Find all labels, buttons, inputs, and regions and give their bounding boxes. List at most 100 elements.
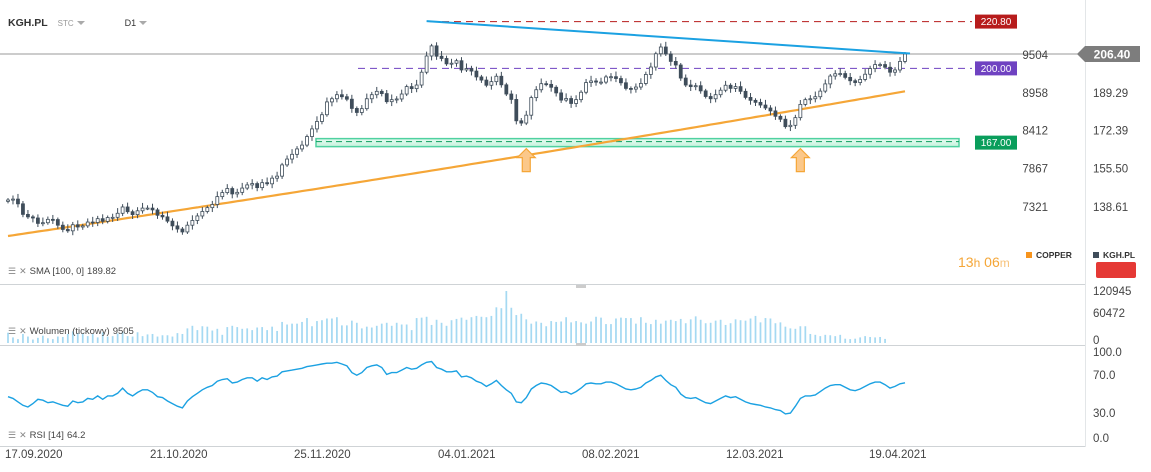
rsi-line xyxy=(7,360,906,415)
candle xyxy=(683,74,688,88)
candle xyxy=(140,202,145,214)
up-arrow-icon xyxy=(789,147,811,173)
volume-bar xyxy=(151,333,154,343)
candle-body xyxy=(36,217,40,224)
pane-resize-handle[interactable] xyxy=(576,343,586,346)
candle-body xyxy=(349,98,354,109)
volume-bar xyxy=(400,324,403,343)
candle xyxy=(105,215,110,224)
candle-body xyxy=(434,45,439,57)
candle-body xyxy=(344,96,349,100)
candle-body xyxy=(245,184,250,189)
candle-body xyxy=(698,85,703,92)
market-selector[interactable]: STC xyxy=(58,18,85,29)
interval-selector[interactable]: D1 xyxy=(125,18,148,29)
volume-bar xyxy=(465,319,468,343)
candle-body xyxy=(564,98,569,101)
volume-bar xyxy=(76,333,79,343)
candle xyxy=(195,213,200,225)
candle xyxy=(16,193,20,208)
candle xyxy=(678,62,683,81)
candle xyxy=(310,125,314,141)
close-icon[interactable]: ✕ xyxy=(19,430,27,440)
candle-body xyxy=(40,222,45,225)
volume-bar xyxy=(276,330,278,343)
candle-body xyxy=(589,80,593,83)
volume-bar xyxy=(301,321,303,343)
candle-body xyxy=(898,61,902,71)
volume-bar xyxy=(620,317,622,343)
pane-dividers xyxy=(0,0,1086,447)
candle xyxy=(369,91,374,104)
volume-bar xyxy=(166,335,169,343)
pane-resize-handle[interactable] xyxy=(576,285,586,288)
volume-y-tick: 0 xyxy=(1093,335,1099,347)
candle xyxy=(883,60,887,70)
candle xyxy=(574,95,578,108)
volume-bar xyxy=(520,313,523,343)
candle-body xyxy=(648,66,653,75)
candle xyxy=(619,75,623,86)
candle xyxy=(479,74,484,83)
candle xyxy=(95,215,100,227)
candle xyxy=(634,83,638,93)
kgh-color-swatch[interactable] xyxy=(1096,262,1136,278)
candle xyxy=(594,78,598,86)
candle-body xyxy=(863,73,868,80)
volume-bar xyxy=(854,338,857,343)
candle-body xyxy=(55,219,60,226)
volume-bar xyxy=(605,324,607,343)
symbol-name[interactable]: KGH.PL xyxy=(8,17,48,29)
volume-bar xyxy=(7,332,9,343)
candle-body xyxy=(205,207,210,212)
legend-copper[interactable]: COPPER xyxy=(1026,250,1072,260)
candle xyxy=(190,215,195,230)
volume-bar xyxy=(395,322,398,343)
candle-body xyxy=(290,153,294,160)
candle-body xyxy=(803,99,808,105)
volume-bar xyxy=(779,322,782,343)
candle xyxy=(36,214,40,227)
candle-body xyxy=(569,98,574,104)
candle xyxy=(55,217,60,229)
close-icon[interactable]: ✕ xyxy=(19,266,27,276)
volume-bar xyxy=(814,334,817,343)
candle-body xyxy=(235,191,240,195)
candle-body xyxy=(165,216,170,222)
menu-icon[interactable]: ☰ xyxy=(8,266,17,276)
volume-bar xyxy=(111,336,114,343)
volume-bar xyxy=(291,323,293,343)
volume-bar xyxy=(635,323,637,343)
candle-body xyxy=(125,206,130,213)
x-tick-label: 12.03.2021 xyxy=(726,449,784,461)
candle xyxy=(768,105,773,116)
candle-body xyxy=(778,115,783,120)
candle-body xyxy=(688,84,693,88)
candle-body xyxy=(260,182,265,189)
menu-icon[interactable]: ☰ xyxy=(8,430,17,440)
y-tick-left: 8412 xyxy=(1022,126,1048,138)
candle-body xyxy=(170,220,175,227)
volume-bar xyxy=(490,315,493,343)
candle xyxy=(858,75,863,86)
candle-body xyxy=(325,101,329,116)
close-icon[interactable]: ✕ xyxy=(19,326,27,336)
volume-bar xyxy=(256,327,259,343)
volume-bar xyxy=(659,323,662,343)
candle-body xyxy=(315,121,319,130)
legend-swatch xyxy=(1026,252,1032,258)
level-200-tag-bg xyxy=(975,61,1017,76)
volume-bar xyxy=(535,321,538,343)
legend-kgh[interactable]: KGH.PL xyxy=(1093,250,1135,260)
volume-bar xyxy=(774,323,777,343)
candle-body xyxy=(190,220,195,226)
menu-icon[interactable]: ☰ xyxy=(8,326,17,336)
volume-bar xyxy=(649,324,652,343)
candle xyxy=(599,77,603,85)
candle xyxy=(389,94,394,107)
rsi-y-tick: 70.0 xyxy=(1093,370,1115,382)
sma-indicator-label: ☰ ✕ SMA [100, 0] 189.82 xyxy=(8,266,116,277)
candle xyxy=(743,88,748,100)
candle-body xyxy=(295,148,299,155)
